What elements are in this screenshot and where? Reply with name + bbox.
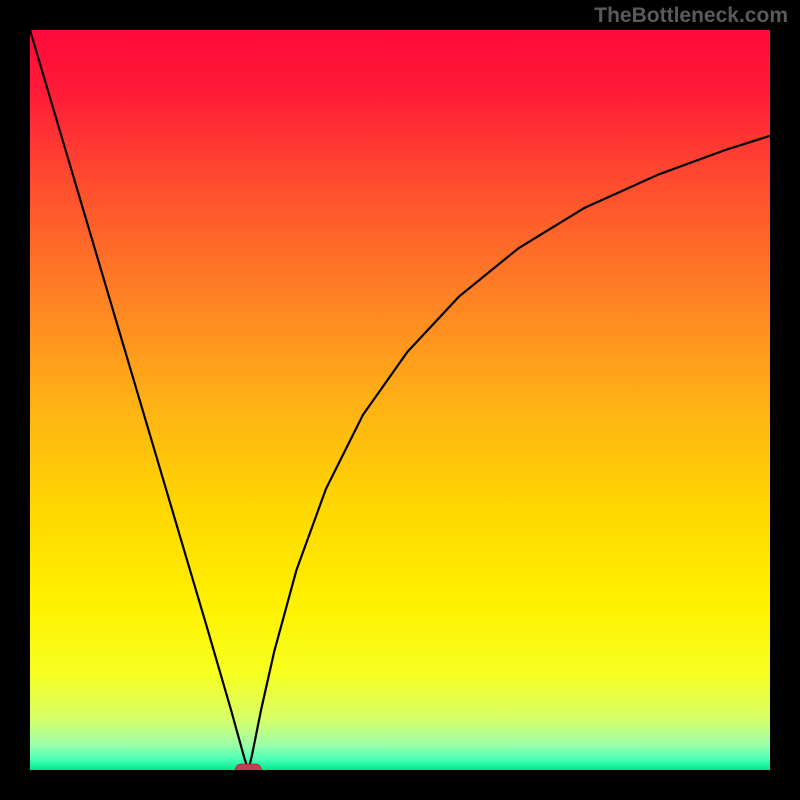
frame-border-bottom: [0, 770, 800, 800]
bottleneck-curve-chart: [0, 0, 800, 800]
plot-background: [30, 30, 770, 770]
frame-border-left: [0, 0, 30, 800]
frame-border-right: [770, 0, 800, 800]
watermark-text: TheBottleneck.com: [594, 4, 788, 28]
chart-container: TheBottleneck.com: [0, 0, 800, 800]
